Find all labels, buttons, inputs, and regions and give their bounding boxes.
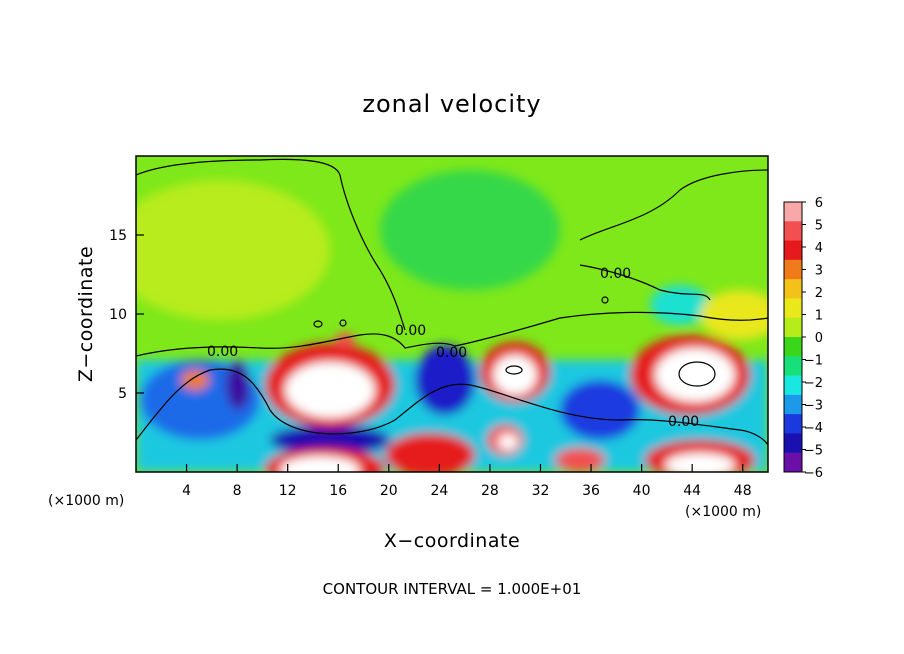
chart-title: zonal velocity [362,90,541,118]
neg-core-mid [415,345,475,415]
colorbar-tick-label: −2 [804,376,823,391]
contour-line-lower [136,368,768,446]
x-tick-label: 12 [279,483,297,499]
colorbar-tick-label: 2 [815,286,823,301]
plot-area: 0.00 0.00 0.00 0.00 0.00 [136,156,768,472]
colorbar-swatch [784,317,802,338]
upper-field-yellow-right [700,290,768,340]
colorbar-tick-label: −1 [804,354,823,369]
neg-core-right [560,380,640,440]
shaded-field [136,170,768,472]
contour-ring-small-2 [678,361,716,387]
pos-small-1 [181,370,209,390]
zero-contours [136,158,768,446]
contour-ring-small-3 [601,296,609,304]
colorbar-tick-label: −3 [804,399,823,414]
pos-bottom-mid [385,433,475,472]
x-tick-label: 4 [182,483,191,499]
x-tick-label: 20 [380,483,398,499]
y-axis-label: Z−coordinate [75,246,97,382]
colorbar-tick-label: 0 [815,331,823,346]
colorbar-swatch [784,279,802,299]
x-tick-label: 24 [430,483,448,499]
contour-label-4: 0.00 [600,266,631,282]
colorbar-swatch [784,394,802,415]
colorbar-swatch [784,375,802,396]
x-axis-label: X−coordinate [384,530,520,552]
contour-label-3: 0.00 [436,345,467,361]
contour-ring-small-5 [339,319,347,327]
upper-field-yellow [136,180,330,320]
x-tick-label: 16 [329,483,347,499]
pos-small-3 [555,448,605,472]
core-white-right [655,348,735,402]
contour-ring-small-1 [505,365,523,375]
contour-line-loop-right [579,264,711,301]
contour-label-1: 0.00 [207,344,238,360]
colorbar-swatch [784,356,802,377]
colorbar-swatch [784,452,802,473]
colorbar-tick-label: 5 [815,219,823,234]
colorbar-swatch [784,298,802,319]
y-tick-label: 15 [109,228,127,244]
contour-ring-small-4 [313,320,323,328]
neg-core-left2 [226,360,250,410]
contour-line-upper-right [579,169,768,241]
core-white-bottom-mid [498,434,518,450]
x-unit-label: (×1000 m) [685,504,761,520]
x-tick-label: 44 [683,483,701,499]
contour-line-upper-left [136,158,406,331]
colorbar-swatch [784,337,802,357]
colorbar-swatch [784,433,802,454]
pos-small-4 [335,333,355,347]
z-unit-label: (×1000 m) [48,493,124,509]
colorbar-swatch [784,202,802,222]
colorbar-swatch [784,414,802,434]
contour-label-2: 0.00 [395,323,426,339]
colorbar: 6 5 4 3 2 1 0 −1 −2 −3 −4 −5 −6 [783,196,823,481]
y-tick-label: 10 [109,307,127,323]
colorbar-tick-label: 6 [815,196,823,211]
colorbar-tick-label: 1 [815,309,823,324]
y-tick-label: 5 [118,386,127,402]
colorbar-tick-label: −5 [804,444,823,459]
contour-interval-note: CONTOUR INTERVAL = 1.000E+01 [323,580,582,598]
core-white-bottom-left [280,456,360,472]
colorbar-tick-label: −4 [804,421,823,436]
x-tick-label: 48 [734,483,752,499]
core-white-bottom-right [665,453,735,472]
colorbar-tick-label: −6 [804,466,823,481]
y-axis-ticks: 5 10 15 [109,228,144,402]
x-axis-ticks: 4 8 12 16 20 24 28 32 36 40 44 48 [182,464,752,499]
contour-line-main [136,311,768,357]
colorbar-tick-label: 4 [815,241,823,256]
colorbar-tick-label: 3 [815,264,823,279]
x-tick-label: 36 [582,483,600,499]
x-tick-label: 28 [481,483,499,499]
contour-label-5: 0.00 [668,414,699,430]
neg-core-bottom [270,425,390,455]
colorbar-swatch [784,221,802,242]
core-white-left [285,362,375,418]
colorbar-swatch [784,240,802,261]
core-white-mid [493,355,537,395]
x-tick-label: 8 [233,483,242,499]
x-tick-label: 40 [633,483,651,499]
upper-field-green [380,170,560,290]
colorbar-swatch [784,259,802,280]
x-tick-label: 32 [532,483,550,499]
